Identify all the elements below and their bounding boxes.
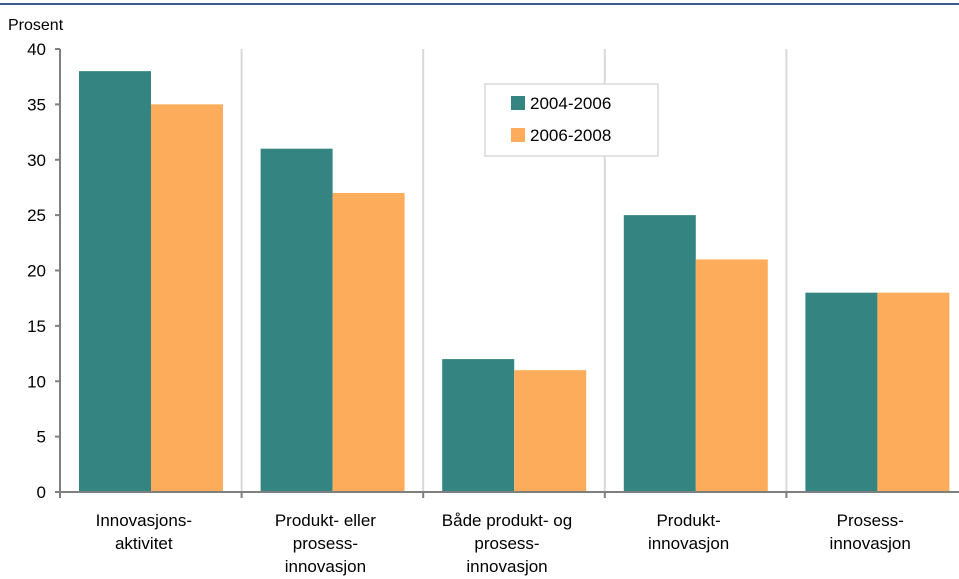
legend: 2004-2006 2006-2008	[484, 83, 659, 157]
bar-2006-2008-3	[514, 370, 587, 492]
x-category-label: Produkt- eller prosess-innovasjon	[275, 511, 376, 576]
legend-label: 2004-2006	[530, 94, 611, 113]
bar-2004-2006-4	[623, 215, 696, 492]
bar-2004-2006-2	[260, 148, 333, 493]
bar-2006-2008-2	[332, 192, 405, 492]
x-category-label-line: innovasjon	[466, 557, 547, 576]
y-tick-label: 25	[27, 206, 46, 225]
legend-swatch	[511, 96, 525, 110]
y-tick-label: 5	[37, 428, 46, 447]
x-category-label-line: Både produkt- og	[442, 511, 572, 530]
bar-2006-2008-5	[877, 292, 950, 492]
axes	[55, 48, 959, 498]
x-category-labels: Innovasjons-aktivitet Produkt- eller prose…	[96, 511, 911, 576]
x-category-label-line: innovasjon	[648, 534, 729, 553]
y-tick-label: 15	[27, 317, 46, 336]
y-tick-label: 20	[27, 262, 46, 281]
x-category-label: Både produkt- og prosess-innovasjon	[442, 511, 572, 576]
x-category-label: Prosess-innovasjon	[830, 511, 911, 553]
x-category-label-line: Prosess-	[837, 511, 904, 530]
x-category-label-line: prosess-	[293, 534, 358, 553]
x-category-label: Produkt-innovasjon	[648, 511, 729, 553]
y-tick-label: 0	[37, 483, 46, 502]
x-category-label-line: Produkt-	[656, 511, 720, 530]
y-tick-labels: 0 5 10 15 20 25 30 35 40	[27, 40, 46, 502]
bar-2006-2008-4	[695, 259, 768, 492]
y-tick-label: 35	[27, 95, 46, 114]
legend-swatch	[511, 128, 525, 142]
bars	[79, 71, 950, 493]
bar-2004-2006-1	[79, 71, 151, 493]
y-axis-label: Prosent	[8, 17, 64, 34]
bar-2004-2006-3	[442, 359, 515, 492]
bar-2006-2008-1	[151, 104, 223, 492]
y-tick-label: 30	[27, 151, 46, 170]
y-tick-label: 10	[27, 372, 46, 391]
x-category-label-line: innovasjon	[285, 557, 366, 576]
x-category-label: Innovasjons-aktivitet	[96, 511, 192, 553]
x-category-label-line: prosess-	[474, 534, 539, 553]
x-category-label-line: innovasjon	[830, 534, 911, 553]
x-category-label-line: aktivitet	[115, 534, 173, 553]
bar-2004-2006-5	[805, 292, 878, 492]
x-category-label-line: Innovasjons-	[96, 511, 192, 530]
y-tick-label: 40	[27, 40, 46, 59]
x-category-label-line: Produkt- eller	[275, 511, 376, 530]
legend-label: 2006-2008	[530, 126, 611, 145]
